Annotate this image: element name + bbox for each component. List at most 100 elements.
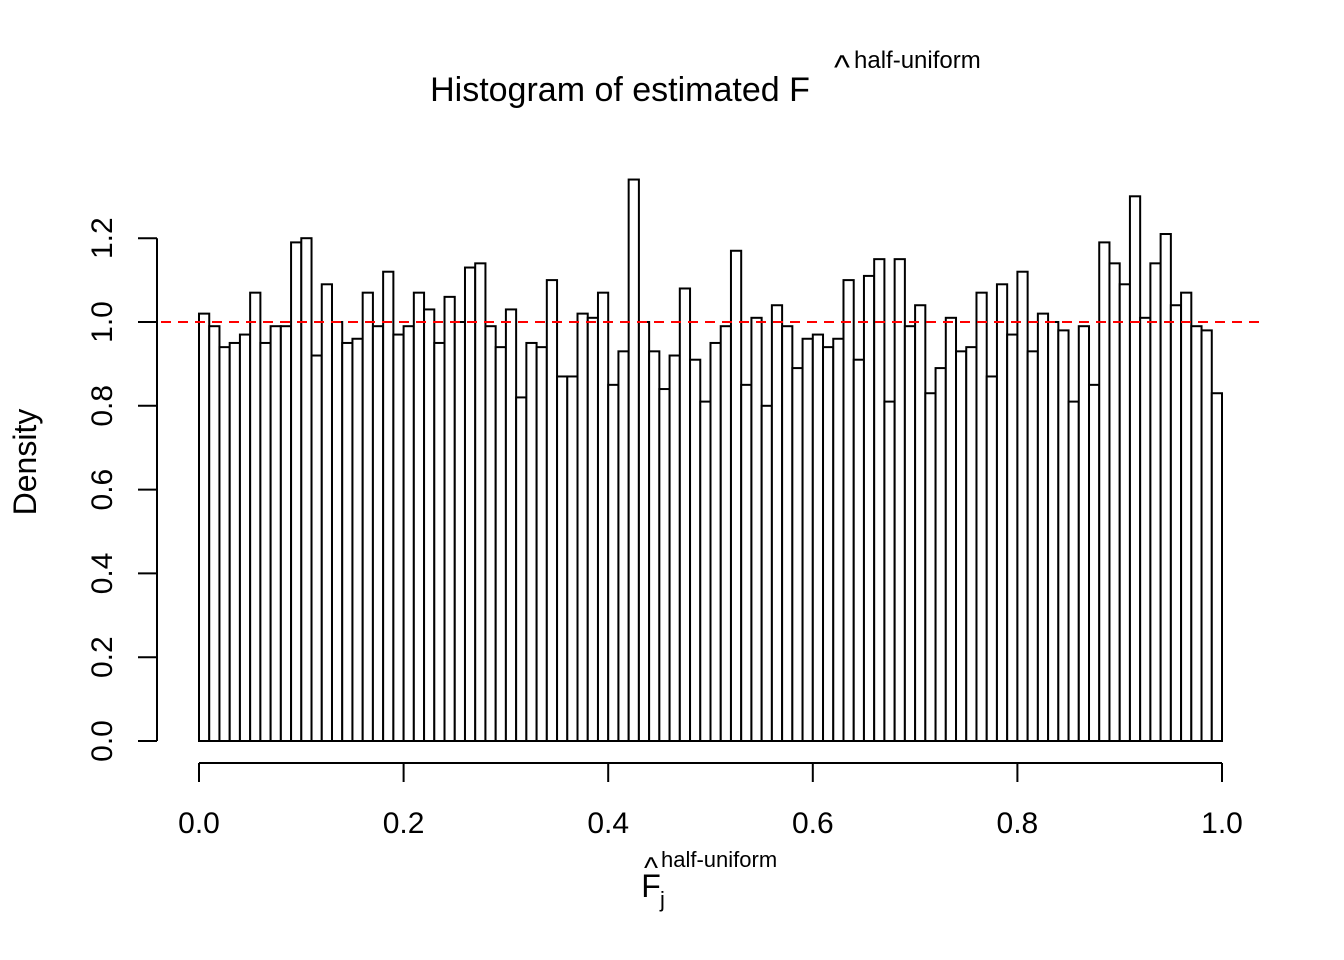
histogram-bar	[1088, 383, 1101, 742]
x-axis-tick-label: 1.0	[1201, 807, 1243, 840]
histogram-bar	[218, 346, 231, 742]
y-axis-tick-label: 0.4	[86, 553, 119, 595]
histogram-bar	[975, 291, 988, 742]
histogram-bar	[781, 325, 794, 742]
y-axis-tick-label: 1.2	[86, 217, 119, 259]
histogram-bar	[903, 325, 917, 742]
histogram-bar	[1036, 312, 1050, 742]
histogram-bar	[607, 383, 620, 742]
histogram-bar	[791, 367, 804, 742]
histogram-bar	[729, 249, 743, 743]
x-axis-tick-label: 0.8	[997, 807, 1039, 840]
histogram-bar	[259, 341, 272, 742]
x-axis-tick-label: 0.2	[383, 807, 425, 840]
histogram-bar	[689, 358, 702, 742]
histogram-bar	[341, 341, 354, 742]
histogram-bar	[392, 333, 405, 742]
histogram-bar	[515, 396, 528, 742]
histogram-bar	[474, 262, 487, 742]
histogram-bar	[924, 392, 937, 742]
histogram-bar	[1169, 304, 1183, 742]
histogram-bar	[873, 258, 886, 742]
histogram-bar	[1190, 325, 1203, 742]
histogram-bar	[883, 400, 896, 742]
histogram-bar	[678, 287, 692, 742]
title-hat: ^	[834, 49, 850, 87]
histogram-bar	[1200, 329, 1213, 742]
histogram-bar	[433, 341, 446, 742]
histogram-bar	[934, 367, 947, 742]
histogram-bar	[423, 308, 436, 742]
histogram-bar	[535, 346, 548, 742]
histogram-bar	[985, 375, 998, 742]
histogram-bars	[198, 178, 1224, 743]
histogram-bar	[1139, 316, 1152, 742]
histogram-bar	[914, 304, 927, 742]
histogram-bar	[310, 354, 323, 742]
histogram-bar	[576, 312, 589, 742]
histogram-bar	[1006, 333, 1019, 742]
chart-title: Histogram of estimated F	[430, 71, 810, 109]
histogram-bar	[279, 325, 293, 742]
histogram-bar	[545, 279, 559, 742]
histogram-bar	[443, 295, 456, 742]
histogram-bar	[1159, 233, 1172, 742]
histogram-bar	[228, 341, 241, 742]
histogram-bar	[822, 346, 835, 742]
histogram-bar	[1016, 270, 1029, 742]
axes: 0.0 0.2 0.4 0.6 0.8 1.0 0.0 0.2 0.4 0.6 0.8 1.0 1.2	[86, 217, 1243, 840]
histogram-bar	[330, 321, 344, 742]
histogram-bar	[965, 346, 978, 742]
histogram-bar	[586, 316, 599, 742]
histogram-bar	[1128, 195, 1142, 743]
histogram-bar	[1057, 329, 1070, 742]
histogram-bar	[801, 337, 814, 742]
histogram-bar	[709, 341, 722, 742]
histogram-bar	[1047, 321, 1060, 742]
histogram-bar	[402, 325, 415, 742]
y-axis-title: Density	[7, 409, 43, 516]
histogram-bar	[1118, 283, 1131, 742]
histogram-bar	[382, 270, 395, 742]
histogram-bar	[269, 325, 282, 742]
histogram-bar	[290, 241, 303, 742]
histogram-bar	[453, 321, 466, 742]
x-axis-superscript: half-uniform	[661, 847, 777, 872]
histogram-bar	[463, 266, 477, 742]
histogram-bar	[862, 274, 876, 742]
histogram-bar	[596, 291, 610, 742]
histogram-bar	[842, 279, 855, 742]
histogram-bar	[637, 321, 651, 742]
histogram-bar	[566, 375, 579, 742]
title-superscript: half-uniform	[854, 47, 981, 74]
histogram-bar	[699, 400, 712, 742]
x-axis-subscript: j	[659, 887, 665, 912]
histogram-bar	[1210, 392, 1224, 742]
histogram-bar	[351, 337, 364, 742]
histogram-bar	[944, 316, 958, 742]
histogram-bar	[361, 291, 374, 742]
y-axis-tick-label: 0.8	[86, 385, 119, 427]
histogram-bar	[1098, 241, 1111, 742]
y-axis-tick-label: 0.6	[86, 469, 119, 511]
histogram-bar	[371, 325, 385, 742]
histogram-bar	[1108, 262, 1121, 742]
histogram-bar	[893, 258, 906, 742]
histogram-bar	[208, 325, 221, 742]
histogram-bar	[760, 404, 773, 742]
histogram-bar	[320, 283, 333, 742]
histogram-bar	[668, 354, 681, 742]
histogram-bar	[484, 325, 497, 742]
y-axis-tick-label: 0.0	[86, 720, 119, 762]
histogram-bar	[770, 304, 784, 742]
x-axis-title-group: F ^ half-uniform j	[641, 847, 777, 912]
histogram-bar	[1077, 325, 1091, 742]
x-axis-hat: ^	[644, 852, 658, 885]
histogram-bar	[556, 375, 569, 742]
y-axis-tick-label: 0.2	[86, 636, 119, 678]
y-axis-tick-label: 1.0	[86, 301, 119, 343]
x-axis-title: F	[641, 868, 661, 904]
x-axis-tick-label: 0.0	[178, 807, 220, 840]
